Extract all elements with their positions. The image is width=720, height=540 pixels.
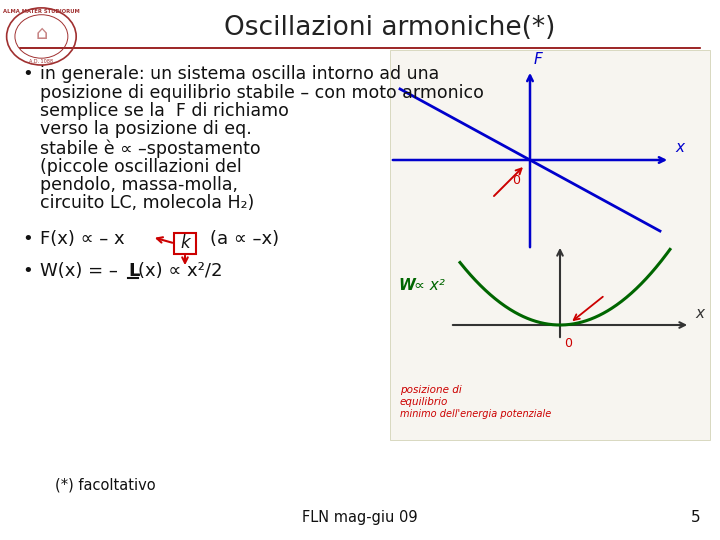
Text: k: k xyxy=(180,234,190,253)
Text: (x) ∝ x²/2: (x) ∝ x²/2 xyxy=(138,262,222,280)
Text: stabile è ∝ –spostamento: stabile è ∝ –spostamento xyxy=(40,139,261,158)
Text: x: x xyxy=(675,140,684,155)
FancyBboxPatch shape xyxy=(174,233,196,254)
Text: (piccole oscillazioni del: (piccole oscillazioni del xyxy=(40,158,242,176)
Text: in generale: un sistema oscilla intorno ad una: in generale: un sistema oscilla intorno … xyxy=(40,65,439,83)
Text: ⌂: ⌂ xyxy=(35,24,48,43)
Text: Oscillazioni armoniche(*): Oscillazioni armoniche(*) xyxy=(225,15,556,41)
Text: F: F xyxy=(534,52,543,67)
Text: ∝ x²: ∝ x² xyxy=(414,278,445,293)
Text: A.D. 1088: A.D. 1088 xyxy=(30,59,53,64)
Text: posizione di: posizione di xyxy=(400,385,462,395)
Text: semplice se la  F di richiamo: semplice se la F di richiamo xyxy=(40,102,289,120)
Text: circuito LC, molecola H₂): circuito LC, molecola H₂) xyxy=(40,194,254,213)
Text: •: • xyxy=(22,262,32,280)
Text: 0: 0 xyxy=(564,337,572,350)
Text: W(x) = –: W(x) = – xyxy=(40,262,118,280)
Text: •: • xyxy=(22,65,32,83)
Text: FLN mag-giu 09: FLN mag-giu 09 xyxy=(302,510,418,525)
Text: x: x xyxy=(695,306,704,321)
Text: L: L xyxy=(128,262,140,280)
Text: 0: 0 xyxy=(512,174,520,187)
Text: F(x) ∝ – x: F(x) ∝ – x xyxy=(40,230,125,248)
Text: equilibrio: equilibrio xyxy=(400,397,449,407)
Text: ALMA MATER STUDIORUM: ALMA MATER STUDIORUM xyxy=(3,9,80,14)
Text: 5: 5 xyxy=(690,510,700,525)
Text: posizione di equilibrio stabile – con moto armonico: posizione di equilibrio stabile – con mo… xyxy=(40,84,484,102)
Text: (a ∝ –x): (a ∝ –x) xyxy=(210,230,279,248)
Text: pendolo, massa-molla,: pendolo, massa-molla, xyxy=(40,176,238,194)
Text: verso la posizione di eq.: verso la posizione di eq. xyxy=(40,120,252,138)
Text: (*) facoltativo: (*) facoltativo xyxy=(55,477,156,492)
Text: minimo dell'energia potenziale: minimo dell'energia potenziale xyxy=(400,409,552,419)
Text: W: W xyxy=(398,278,415,293)
Text: •: • xyxy=(22,230,32,248)
Bar xyxy=(390,50,710,440)
